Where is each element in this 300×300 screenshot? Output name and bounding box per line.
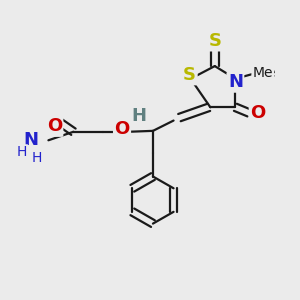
Text: H: H bbox=[133, 107, 146, 125]
Text: Me: Me bbox=[256, 66, 277, 80]
Text: H: H bbox=[132, 106, 147, 124]
Text: O: O bbox=[47, 117, 62, 135]
Text: N: N bbox=[23, 131, 38, 149]
Text: N: N bbox=[23, 132, 38, 150]
Text: H: H bbox=[17, 146, 27, 159]
Text: H: H bbox=[30, 152, 40, 166]
Text: Me: Me bbox=[253, 66, 273, 80]
Text: S: S bbox=[183, 66, 196, 84]
Text: S: S bbox=[208, 32, 221, 50]
Text: H: H bbox=[32, 151, 42, 165]
Text: O: O bbox=[114, 120, 130, 138]
Text: O: O bbox=[250, 104, 266, 122]
Text: N: N bbox=[228, 73, 243, 91]
Text: H: H bbox=[17, 146, 27, 160]
